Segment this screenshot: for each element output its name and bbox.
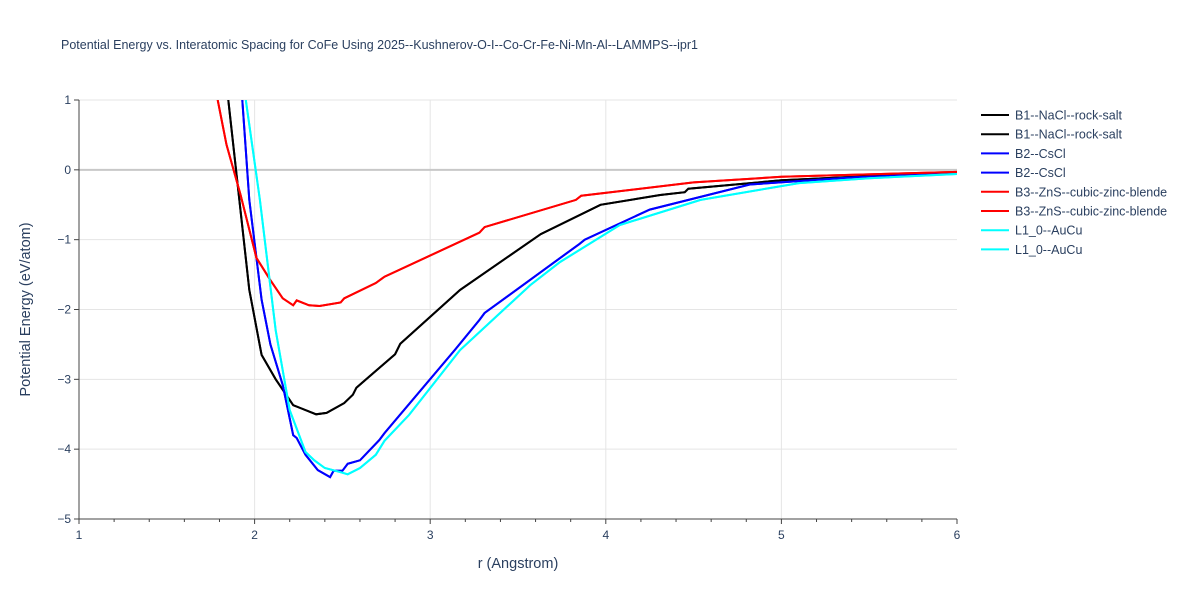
legend-label: B3--ZnS--cubic-zinc-blende	[1015, 205, 1167, 219]
y-tick-label: −1	[57, 233, 71, 247]
chart-title: Potential Energy vs. Interatomic Spacing…	[61, 38, 698, 52]
legend-label: B2--CsCl	[1015, 147, 1066, 161]
x-axis-title: r (Angstrom)	[478, 556, 559, 572]
series-line-1	[227, 100, 957, 416]
y-tick-label: −5	[57, 512, 71, 526]
y-axis-title: Potential Energy (eV/atom)	[18, 222, 34, 396]
x-tick-label: 5	[778, 528, 785, 542]
y-tick-label: 1	[64, 93, 71, 107]
x-tick-label: 4	[602, 528, 609, 542]
series-line-3	[241, 100, 957, 479]
y-tick-label: −3	[57, 372, 71, 386]
series-line-7	[244, 100, 957, 476]
y-tick-label: −4	[57, 442, 71, 456]
series-line-0	[227, 100, 957, 416]
legend-label: B1--NaCl--rock-salt	[1015, 109, 1122, 123]
legend-label: B1--NaCl--rock-salt	[1015, 128, 1122, 142]
legend-label: B3--ZnS--cubic-zinc-blende	[1015, 185, 1167, 199]
series-line-4	[216, 100, 957, 308]
x-tick-label: 3	[427, 528, 434, 542]
legend-label: B2--CsCl	[1015, 166, 1066, 180]
series-line-5	[216, 100, 957, 308]
y-tick-label: 0	[64, 163, 71, 177]
series-line-2	[241, 100, 957, 479]
legend-label: L1_0--AuCu	[1015, 224, 1082, 238]
series-line-6	[244, 100, 957, 476]
legend-label: L1_0--AuCu	[1015, 243, 1082, 257]
x-tick-label: 1	[76, 528, 83, 542]
y-tick-label: −2	[57, 303, 71, 317]
x-tick-label: 6	[954, 528, 961, 542]
x-tick-label: 2	[251, 528, 258, 542]
